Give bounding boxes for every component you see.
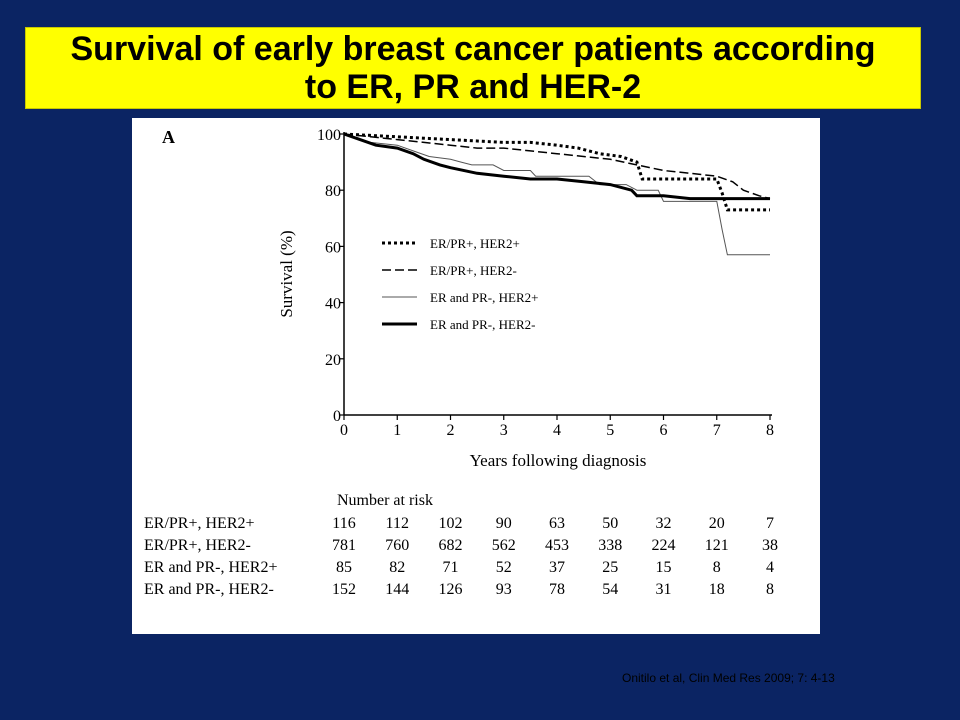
series-line-3	[343, 133, 770, 256]
risk-cell: 50	[602, 515, 618, 532]
x-tick-label: 7	[713, 422, 721, 439]
chart-legend: ER/PR+, HER2+ ER/PR+, HER2- ER and PR-, HE…	[382, 236, 538, 332]
risk-cell: 144	[385, 581, 409, 598]
legend-label-4: ER and PR-, HER2-	[430, 317, 535, 332]
risk-cell: 8	[713, 559, 721, 576]
x-tick-label: 6	[660, 422, 668, 439]
risk-cell: 52	[496, 559, 512, 576]
x-tick-label: 5	[606, 422, 614, 439]
risk-cell: 781	[332, 537, 356, 554]
risk-row-label: ER/PR+, HER2-	[144, 537, 251, 554]
citation: Onitilo et al, Clin Med Res 2009; 7: 4-1…	[622, 671, 835, 685]
risk-cell: 126	[439, 581, 463, 598]
risk-table: ER/PR+, HER2+ 116 112 102 90 63 50 32 20 7 ER/PR+,…	[144, 515, 778, 598]
risk-cell: 8	[766, 581, 774, 598]
risk-cell: 90	[496, 515, 512, 532]
risk-cell: 224	[652, 537, 676, 554]
risk-cell: 78	[549, 581, 565, 598]
risk-table-header: Number at risk	[337, 492, 433, 509]
chart-series	[343, 132, 771, 256]
series-line-1	[343, 132, 770, 212]
y-tick-label: 100	[317, 127, 341, 144]
risk-cell: 85	[336, 559, 352, 576]
risk-cell: 121	[705, 537, 729, 554]
risk-cell: 453	[545, 537, 569, 554]
risk-cell: 31	[656, 581, 672, 598]
risk-cell: 25	[602, 559, 618, 576]
risk-cell: 37	[549, 559, 565, 576]
risk-cell: 63	[549, 515, 565, 532]
slide-title-line-1: Survival of early breast cancer patients…	[70, 30, 876, 68]
risk-cell: 112	[386, 515, 409, 532]
survival-figure: A 0 1 2 3 4 5 6 7 8 0 20 40 60 80 100 ER/PR+, HER2+ ER/…	[132, 118, 820, 634]
x-tick-label: 4	[553, 422, 561, 439]
risk-cell: 7	[766, 515, 774, 532]
risk-cell: 71	[443, 559, 459, 576]
x-tick-label: 3	[500, 422, 508, 439]
risk-cell: 760	[385, 537, 409, 554]
risk-cell: 38	[762, 537, 778, 554]
risk-cell: 4	[766, 559, 774, 576]
risk-cell: 82	[389, 559, 405, 576]
y-tick-label: 40	[325, 296, 341, 313]
panel-label: A	[162, 127, 175, 147]
slide-title-box: Survival of early breast cancer patients…	[25, 27, 921, 109]
x-tick-label: 8	[766, 422, 774, 439]
legend-label-2: ER/PR+, HER2-	[430, 263, 517, 278]
risk-row-label: ER/PR+, HER2+	[144, 515, 255, 532]
risk-row-label: ER and PR-, HER2-	[144, 581, 274, 598]
x-axis-label: Years following diagnosis	[470, 451, 647, 470]
y-tick-label: 20	[325, 352, 341, 369]
risk-cell: 102	[439, 515, 463, 532]
x-tick-label: 2	[447, 422, 455, 439]
y-tick-label: 80	[325, 183, 341, 200]
risk-cell: 338	[598, 537, 622, 554]
risk-cell: 18	[709, 581, 725, 598]
legend-label-3: ER and PR-, HER2+	[430, 290, 538, 305]
risk-cell: 32	[656, 515, 672, 532]
slide-title-line-2: to ER, PR and HER-2	[304, 68, 642, 106]
risk-cell: 562	[492, 537, 516, 554]
risk-row-label: ER and PR-, HER2+	[144, 559, 277, 576]
risk-cell: 682	[439, 537, 463, 554]
risk-cell: 152	[332, 581, 356, 598]
risk-cell: 15	[656, 559, 672, 576]
risk-cell: 20	[709, 515, 725, 532]
series-line-4	[343, 132, 770, 201]
legend-label-1: ER/PR+, HER2+	[430, 236, 520, 251]
risk-cell: 93	[496, 581, 512, 598]
risk-cell: 116	[332, 515, 355, 532]
x-tick-label: 1	[393, 422, 401, 439]
x-tick-label: 0	[340, 422, 348, 439]
y-tick-label: 60	[325, 239, 341, 256]
series-line-2	[343, 133, 771, 200]
y-tick-label: 0	[333, 408, 341, 425]
risk-cell: 54	[602, 581, 618, 598]
y-axis-label: Survival (%)	[277, 230, 296, 317]
